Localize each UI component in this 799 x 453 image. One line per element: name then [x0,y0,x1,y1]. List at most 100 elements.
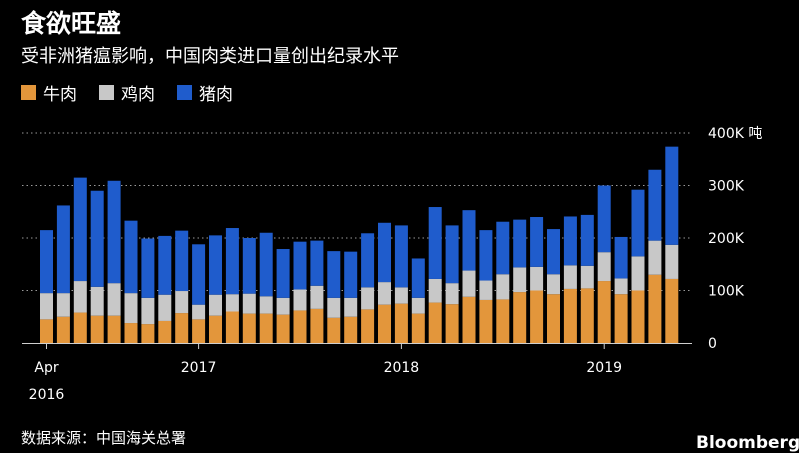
bar-beef-2016-10 [141,324,155,343]
bar-pork-2018-08 [513,219,527,268]
bar-chicken-2016-11 [158,294,172,321]
bar-beef-2017-01 [192,319,206,343]
bar-chicken-2016-06 [73,281,87,313]
bar-beef-2018-07 [496,299,510,343]
legend-label-chicken: 鸡肉 [121,85,155,105]
bar-pork-2016-06 [73,177,87,282]
bar-beef-2018-06 [479,299,493,343]
bar-beef-2016-12 [175,313,189,343]
bar-beef-2018-03 [428,302,442,343]
bar-pork-2018-02 [411,258,425,298]
bar-chicken-2017-09 [327,297,341,318]
bar-pork-2019-03 [631,189,645,257]
bar-beef-2017-10 [344,316,358,343]
bar-beef-2017-07 [293,310,307,343]
bar-chicken-2018-01 [394,287,408,304]
y-tick-label-0: 0 [708,336,717,352]
bar-beef-2018-01 [394,303,408,343]
bar-beef-2016-08 [107,315,121,343]
chart-title: 食欲旺盛 [21,9,122,38]
legend-swatch-chicken [99,85,114,100]
bar-pork-2016-11 [158,235,172,295]
y-tick-label-2: 200K [708,231,745,247]
bar-pork-2017-09 [327,251,341,298]
bar-chicken-2019-01 [597,252,611,282]
bar-chicken-2017-02 [209,294,222,316]
x-tick-label-1: 2017 [181,360,217,376]
bar-chicken-2018-08 [513,267,527,293]
y-tick-label-3: 300K [708,179,745,195]
bloomberg-logo: Bloomberg [696,433,799,453]
legend-item-pork: 猪肉 [177,80,233,105]
bar-beef-2017-05 [259,313,273,343]
bar-beef-2017-08 [310,308,324,343]
bar-beef-2016-04 [40,319,53,343]
bar-chicken-2018-02 [411,297,425,314]
bar-chicken-2016-04 [40,293,53,320]
bar-beef-2018-02 [411,313,425,343]
bar-pork-2018-09 [530,217,544,267]
bar-pork-2019-02 [614,236,628,279]
bar-beef-2016-11 [158,320,172,343]
bar-chicken-2016-10 [141,297,155,325]
bar-chicken-2019-05 [665,244,679,279]
bar-chicken-2018-09 [530,266,544,291]
bar-chicken-2016-05 [56,293,70,317]
bar-pork-2016-08 [107,180,121,284]
legend: 牛肉 鸡肉 猪肉 [21,80,233,105]
bar-pork-2017-06 [276,249,290,298]
bar-beef-2017-11 [361,309,375,343]
bar-beef-2018-09 [530,290,544,343]
bar-chicken-2017-12 [378,282,391,305]
bar-chicken-2019-02 [614,278,628,295]
legend-item-beef: 牛肉 [21,80,77,105]
bar-pork-2017-11 [361,233,375,288]
legend-swatch-pork [177,85,192,100]
bar-beef-2017-09 [327,317,341,343]
bar-pork-2018-03 [428,207,442,279]
bar-chicken-2019-03 [631,256,645,291]
bar-pork-2018-05 [462,210,476,271]
bar-pork-2017-08 [310,240,324,286]
bar-pork-2017-04 [242,238,256,294]
bar-pork-2016-07 [90,190,104,287]
bar-pork-2016-05 [56,205,70,294]
bar-chicken-2018-12 [580,265,594,289]
bar-pork-2018-01 [394,225,408,288]
x-tick-label-2: 2018 [384,360,420,376]
bar-beef-2016-09 [124,323,138,343]
bar-beef-2018-04 [445,304,459,343]
bar-beef-2018-10 [547,294,560,343]
bar-pork-2019-01 [597,185,611,253]
bar-pork-2016-10 [141,238,155,298]
bar-chicken-2018-10 [547,274,560,295]
bar-chicken-2016-07 [90,286,104,316]
bar-chicken-2018-05 [462,270,476,297]
chart-subtitle: 受非洲猪瘟影响，中国肉类进口量创出纪录水平 [21,46,399,67]
bar-pork-2018-11 [563,216,577,266]
bar-pork-2019-04 [648,169,662,241]
bar-chicken-2016-12 [175,291,189,314]
bar-pork-2018-12 [580,214,594,266]
bar-chicken-2017-07 [293,289,307,311]
bar-pork-2017-10 [344,251,358,298]
legend-label-beef: 牛肉 [43,85,77,105]
bar-beef-2019-01 [597,281,611,343]
bar-pork-2017-02 [209,235,222,295]
bar-chicken-2016-09 [124,293,138,324]
bar-beef-2018-05 [462,296,476,343]
bar-pork-2017-01 [192,244,206,305]
bar-beef-2018-12 [580,288,594,343]
legend-swatch-beef [21,85,36,100]
x-tick-sublabel-0: 2016 [29,387,65,403]
bar-beef-2016-05 [56,316,70,343]
y-tick-label-1: 100K [708,284,745,300]
bar-pork-2019-05 [665,146,679,245]
bar-beef-2019-03 [631,290,645,343]
bar-beef-2018-11 [563,288,577,343]
bar-chicken-2017-04 [242,293,256,314]
bar-chicken-2017-08 [310,285,324,309]
bar-chicken-2019-04 [648,240,662,275]
bar-pork-2017-12 [378,222,391,283]
